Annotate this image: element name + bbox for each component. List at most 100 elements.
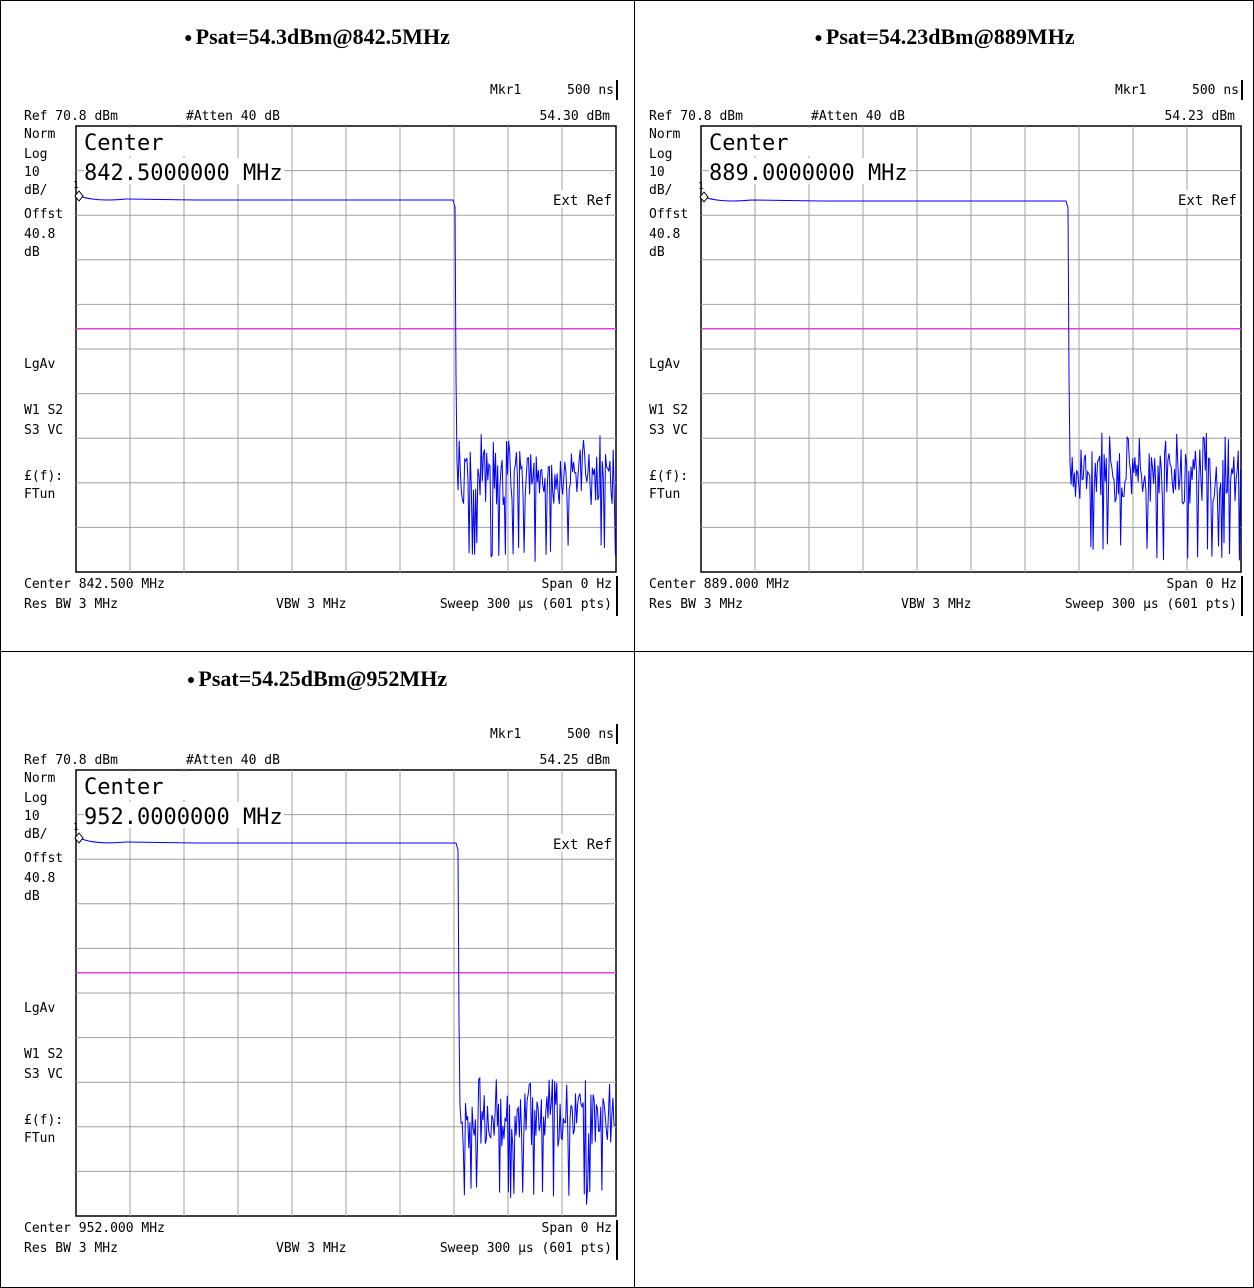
- ext-ref-label: Ext Ref: [1178, 193, 1237, 209]
- marker-time: 500 ns: [567, 727, 614, 742]
- center-annotation-title: Center: [84, 131, 163, 156]
- marker-diamond: [74, 190, 84, 202]
- left-label: Norm: [24, 127, 55, 142]
- ftun-label: FTun: [24, 487, 55, 502]
- ftun-label: FTun: [24, 1131, 55, 1146]
- ref-level: Ref 70.8 dBm: [649, 109, 743, 124]
- left-label: Log: [649, 147, 672, 162]
- resolution-bandwidth: Res BW 3 MHz: [649, 597, 743, 612]
- left-label: dB/: [24, 827, 47, 842]
- ftun-label: FTun: [649, 487, 680, 502]
- ff-label: £(f):: [649, 469, 688, 484]
- w1s2-label: W1 S2: [649, 403, 688, 418]
- center-annotation-bg: [705, 128, 825, 156]
- panel-title-text: Psat=54.23dBm@889MHz: [825, 24, 1075, 49]
- trace-line: [78, 837, 616, 1205]
- bullet-icon: ●: [814, 30, 823, 46]
- center-annotation-bg: [709, 158, 909, 184]
- ext-ref-bg: [554, 834, 614, 852]
- left-label: dB: [24, 245, 40, 260]
- left-label: dB: [649, 245, 665, 260]
- left-label: Offst: [24, 207, 63, 222]
- left-label: Log: [24, 791, 47, 806]
- marker-time: 500 ns: [1192, 83, 1239, 98]
- panel-title-text: Psat=54.3dBm@842.5MHz: [195, 24, 450, 49]
- panel-title-text: Psat=54.25dBm@952MHz: [198, 666, 448, 691]
- panel-title: ● Psat=54.3dBm@842.5MHz: [0, 24, 634, 50]
- left-label: Log: [24, 147, 47, 162]
- s3vc-label: S3 VC: [24, 423, 63, 438]
- span: Span 0 Hz: [542, 577, 612, 592]
- center-annotation-title: Center: [709, 131, 788, 156]
- ext-ref-label: Ext Ref: [553, 837, 612, 853]
- marker-diamond: [699, 191, 709, 203]
- marker-number: 1: [73, 180, 79, 191]
- span: Span 0 Hz: [542, 1221, 612, 1236]
- marker-number: 1: [73, 822, 79, 833]
- left-label: 40.8: [649, 227, 680, 242]
- video-bandwidth: VBW 3 MHz: [276, 597, 346, 612]
- left-label: Offst: [649, 207, 688, 222]
- video-bandwidth: VBW 3 MHz: [276, 1241, 346, 1256]
- video-bandwidth: VBW 3 MHz: [901, 597, 971, 612]
- center-frequency: Center 952.000 MHz: [24, 1221, 165, 1236]
- panel-3: ● Psat=54.25dBm@952MHz Mkr1 500 ns Ref 70.8…: [0, 652, 634, 1288]
- marker-label: Mkr1: [1115, 83, 1146, 98]
- panel-title: ● Psat=54.23dBm@889MHz: [635, 24, 1254, 50]
- panel-2: ● Psat=54.23dBm@889MHz Mkr1 500 ns Ref 70.8…: [635, 0, 1254, 651]
- left-label: 40.8: [24, 227, 55, 242]
- s3vc-label: S3 VC: [649, 423, 688, 438]
- center-annotation-bg: [84, 802, 284, 828]
- left-label: 10: [24, 165, 40, 180]
- attenuation: #Atten 40 dB: [186, 109, 280, 124]
- marker-value: 54.25 dBm: [540, 753, 611, 768]
- ref-level: Ref 70.8 dBm: [24, 109, 118, 124]
- left-label: 40.8: [24, 871, 55, 886]
- ext-ref-bg: [554, 190, 614, 208]
- panel-1: ● Psat=54.3dBm@842.5MHz Mkr1 500 ns Ref 70.…: [0, 0, 634, 651]
- left-label: Norm: [24, 771, 55, 786]
- spectrum-plot: Mkr1 500 ns Ref 70.8 dBm #Atten 40 dB 54.23 …: [649, 80, 1243, 616]
- left-label: Norm: [649, 127, 680, 142]
- bullet-icon: ●: [184, 30, 193, 46]
- marker-label: Mkr1: [490, 83, 521, 98]
- left-label: dB: [24, 889, 40, 904]
- sweep-time: Sweep 300 µs (601 pts): [1065, 597, 1237, 612]
- center-annotation-freq: 842.5000000 MHz: [84, 161, 283, 186]
- marker-value: 54.30 dBm: [540, 109, 611, 124]
- marker-value: 54.23 dBm: [1165, 109, 1236, 124]
- left-label: dB/: [649, 183, 672, 198]
- w1s2-label: W1 S2: [24, 403, 63, 418]
- w1s2-label: W1 S2: [24, 1047, 63, 1062]
- resolution-bandwidth: Res BW 3 MHz: [24, 1241, 118, 1256]
- ext-ref-label: Ext Ref: [553, 193, 612, 209]
- center-annotation-bg: [80, 128, 200, 156]
- left-label: 10: [24, 809, 40, 824]
- attenuation: #Atten 40 dB: [186, 753, 280, 768]
- table-divider-horizontal: [0, 651, 1254, 652]
- trace-line: [703, 196, 1241, 561]
- center-frequency: Center 842.500 MHz: [24, 577, 165, 592]
- trace-line: [78, 195, 616, 562]
- center-annotation-freq: 952.0000000 MHz: [84, 805, 283, 830]
- marker-label: Mkr1: [490, 727, 521, 742]
- lgav-label: LgAv: [24, 1001, 55, 1016]
- center-annotation-bg: [80, 772, 200, 800]
- sweep-time: Sweep 300 µs (601 pts): [440, 597, 612, 612]
- table-divider-vertical: [634, 0, 635, 1288]
- attenuation: #Atten 40 dB: [811, 109, 905, 124]
- left-label: Offst: [24, 851, 63, 866]
- bullet-icon: ●: [186, 672, 196, 688]
- left-label: dB/: [24, 183, 47, 198]
- marker-time: 500 ns: [567, 83, 614, 98]
- center-annotation-bg: [84, 158, 284, 184]
- center-annotation-freq: 889.0000000 MHz: [709, 161, 908, 186]
- ref-level: Ref 70.8 dBm: [24, 753, 118, 768]
- center-annotation-title: Center: [84, 775, 163, 800]
- center-frequency: Center 889.000 MHz: [649, 577, 790, 592]
- ff-label: £(f):: [24, 1113, 63, 1128]
- span: Span 0 Hz: [1167, 577, 1237, 592]
- sweep-time: Sweep 300 µs (601 pts): [440, 1241, 612, 1256]
- spectrum-plot: Mkr1 500 ns Ref 70.8 dBm #Atten 40 dB 54.30 …: [24, 80, 618, 616]
- panel-title: ● Psat=54.25dBm@952MHz: [0, 666, 634, 692]
